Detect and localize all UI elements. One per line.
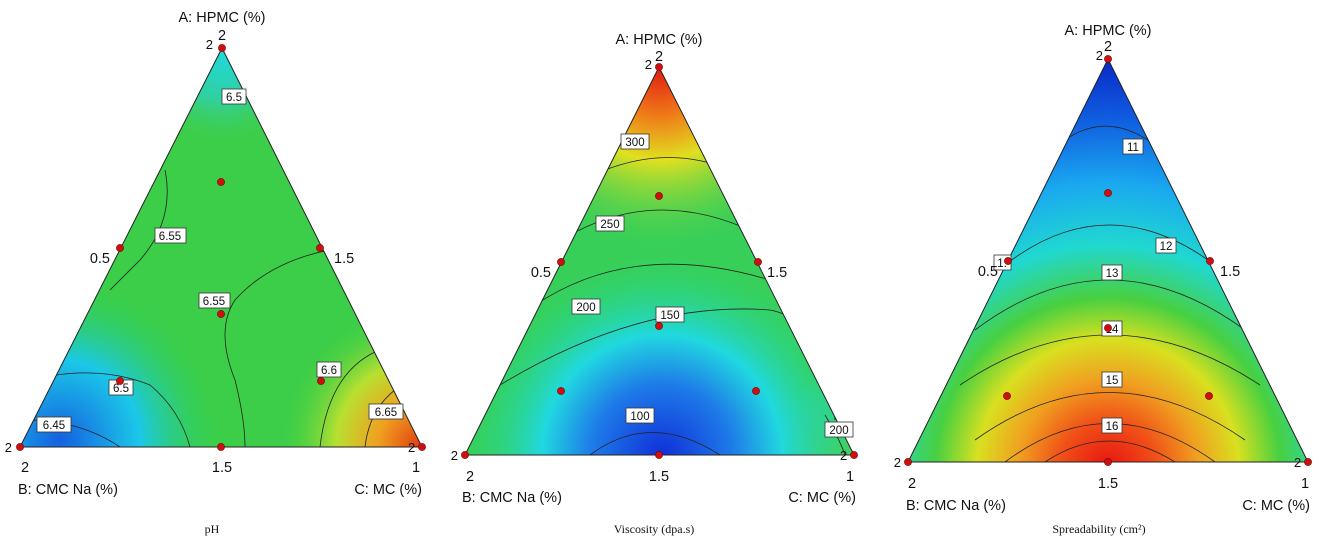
ph-vertex-a-label: A: HPMC (%) [179, 10, 266, 26]
ph-corner-top: 2 [206, 37, 213, 52]
ph-contour-label: 6.65 [368, 403, 404, 420]
svg-text:6.6: 6.6 [321, 365, 337, 377]
viscosity-tick-b-left: 2 [466, 469, 474, 485]
spreadability-vertex-b-label: B: CMC Na (%) [906, 498, 1006, 514]
svg-text:11: 11 [1127, 142, 1139, 154]
ph-tick-b-left: 2 [21, 460, 29, 476]
ph-tick-left-mid: 0.5 [90, 251, 110, 267]
ternary-chart-ph: 6.5 6.55 6.55 6.5 6.45 6.6 6.65 A: HPMC … [5, 10, 426, 536]
ph-corner-right: 2 [408, 440, 415, 455]
svg-text:6.55: 6.55 [203, 296, 225, 308]
ph-vertex-c-label: C: MC (%) [354, 482, 422, 498]
viscosity-vertex-b-label: B: CMC Na (%) [462, 490, 562, 506]
spreadability-vertex-c-label: C: MC (%) [1242, 498, 1310, 514]
svg-text:200: 200 [829, 425, 848, 437]
spreadability-vertex-a-label: A: HPMC (%) [1065, 23, 1152, 39]
ph-vertex-b-label: B: CMC Na (%) [18, 482, 118, 498]
spreadability-tick-right-mid: 1.5 [1220, 264, 1240, 280]
viscosity-vertex-a-label: A: HPMC (%) [616, 32, 703, 48]
viscosity-caption: Viscosity (dpa.s) [614, 522, 695, 536]
spreadability-tick-c-right: 1 [1301, 476, 1309, 492]
svg-text:150: 150 [660, 310, 679, 322]
viscosity-tick-right-mid: 1.5 [767, 265, 787, 281]
svg-text:16: 16 [1106, 421, 1119, 433]
ph-contour-label: 6.55 [154, 227, 187, 244]
viscosity-corner-right: 2 [840, 448, 847, 463]
svg-text:300: 300 [625, 137, 644, 149]
svg-text:6.5: 6.5 [113, 383, 129, 395]
svg-text:13: 13 [1106, 268, 1119, 280]
viscosity-contour-label: 150 [655, 306, 685, 323]
viscosity-contour-label: 200 [824, 421, 854, 438]
ph-caption: pH [205, 522, 220, 536]
svg-text:15: 15 [1106, 375, 1119, 387]
viscosity-tick-b-mid: 1.5 [649, 469, 669, 485]
spreadability-contour-label: 16 [1101, 417, 1123, 434]
ph-contour-label: 6.6 [316, 361, 342, 378]
spreadability-caption: Spreadability (cm²) [1052, 522, 1145, 536]
spreadability-tick-left-mid: 0.5 [978, 264, 998, 280]
viscosity-contour-label: 250 [595, 215, 625, 232]
spreadability-contour-label: 15 [1101, 371, 1123, 388]
viscosity-tick-left-mid: 0.5 [531, 265, 551, 281]
ph-contour-label: 6.45 [36, 416, 72, 433]
ph-contour-label: 6.5 [221, 88, 247, 105]
viscosity-tick-a-top: 2 [655, 49, 663, 65]
svg-text:6.5: 6.5 [226, 92, 242, 104]
svg-text:6.65: 6.65 [375, 407, 397, 419]
viscosity-vertex-c-label: C: MC (%) [788, 490, 856, 506]
spreadability-tick-b-mid: 1.5 [1098, 476, 1118, 492]
ph-tick-right-mid: 1.5 [334, 251, 354, 267]
svg-text:250: 250 [600, 219, 619, 231]
ph-tick-a-top: 2 [218, 28, 226, 44]
spreadability-design-points [904, 55, 1312, 466]
ternary-chart-spreadability: 11 12 13 14 15 16 1: A: HPMC (%) 2 2 0.5… [894, 23, 1312, 536]
spreadability-corner-top: 2 [1096, 48, 1103, 63]
spreadability-contour-label: 11 [1122, 138, 1144, 155]
viscosity-contour-label: 200 [571, 298, 601, 315]
spreadability-tick-b-left: 2 [908, 476, 916, 492]
viscosity-corner-left: 2 [451, 448, 458, 463]
ph-design-points [16, 44, 426, 451]
svg-text:1:: 1: [997, 258, 1007, 270]
spreadability-contour-label: 12 [1155, 237, 1177, 254]
viscosity-tick-c-right: 1 [846, 469, 854, 485]
spreadability-corner-left: 2 [894, 455, 901, 470]
svg-text:12: 12 [1160, 241, 1173, 253]
spreadability-corner-right: 2 [1294, 455, 1301, 470]
viscosity-design-points [461, 63, 858, 459]
spreadability-contour-label: 13 [1101, 264, 1123, 281]
viscosity-corner-top: 2 [645, 57, 652, 72]
ph-corner-left: 2 [5, 440, 12, 455]
ph-contour-label: 6.55 [198, 292, 231, 309]
svg-text:200: 200 [576, 302, 595, 314]
ph-tick-c-right: 1 [412, 460, 420, 476]
ternary-chart-viscosity: 300 250 200 150 100 200 A: HPMC (%) 2 2 … [451, 32, 858, 536]
svg-text:6.55: 6.55 [159, 231, 181, 243]
svg-text:6.45: 6.45 [43, 420, 65, 432]
viscosity-contour-label: 300 [620, 133, 650, 150]
spreadability-tick-a-top: 2 [1104, 39, 1112, 55]
ph-tick-b-mid: 1.5 [212, 460, 232, 476]
viscosity-contour-label: 100 [625, 407, 655, 424]
svg-text:100: 100 [630, 411, 649, 423]
